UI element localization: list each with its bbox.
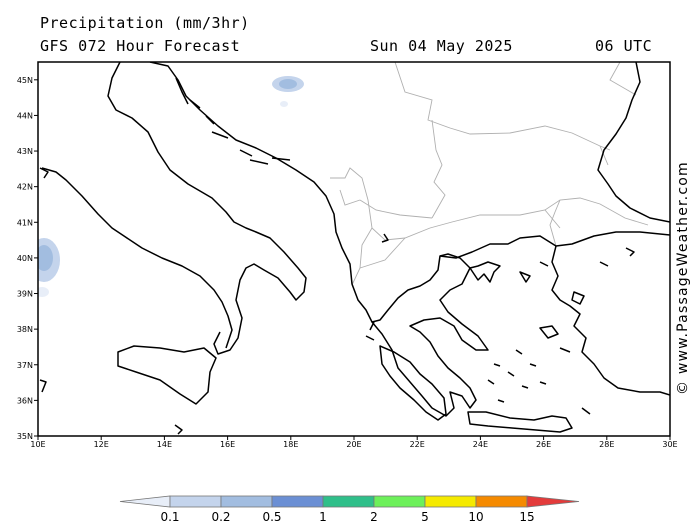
precipitation-legend: 0.1 0.2 0.5 1 2 5 10 15 [119,495,580,524]
x-tick-label: 10E [30,440,45,449]
precip-area-tyrrhenian [38,238,60,297]
legend-swatch [169,495,222,508]
chart-title: Precipitation (mm/3hr) [40,14,250,32]
forecast-time: 06 UTC [595,37,653,55]
x-tick-label: 26E [536,440,551,449]
y-tick-label: 38N [17,325,33,334]
legend-label: 15 [519,510,534,524]
x-tick-label: 12E [94,440,109,449]
legend-swatch [475,495,528,508]
forecast-label: GFS 072 Hour Forecast [40,37,241,55]
y-tick-label: 43N [17,147,33,156]
legend-label: 10 [468,510,483,524]
legend-swatch [220,495,273,508]
x-tick-label: 14E [157,440,172,449]
coastlines [39,62,670,435]
y-tick-label: 41N [17,218,33,227]
legend-low-arrow [119,495,171,508]
y-tick-label: 42N [17,183,33,192]
x-tick-label: 24E [473,440,488,449]
y-tick-label: 36N [17,396,33,405]
y-tick-label: 35N [17,432,33,441]
precip-area-adriatic [272,76,304,107]
legend-swatch [271,495,324,508]
legend-label: 0.2 [211,510,230,524]
x-tick-label: 30E [662,440,677,449]
forecast-date: Sun 04 May 2025 [370,37,513,55]
legend-swatch [373,495,426,508]
legend-label: 5 [421,510,429,524]
legend-label: 2 [370,510,378,524]
legend-label: 0.5 [262,510,281,524]
y-tick-label: 37N [17,361,33,370]
legend-label: 0.1 [160,510,179,524]
legend-label: 1 [319,510,327,524]
x-tick-label: 28E [599,440,614,449]
legend-swatch [322,495,375,508]
x-tick-label: 22E [410,440,425,449]
y-tick-label: 44N [17,111,33,120]
x-tick-label: 20E [346,440,361,449]
y-tick-label: 40N [17,254,33,263]
legend-high-arrow [526,495,580,508]
axis-ticks: 10E 12E 14E 16E 18E 20E 22E 24E 26E 28E 30E 45N 44N 4… [17,76,678,449]
y-tick-label: 45N [17,76,33,85]
x-tick-label: 18E [283,440,298,449]
copyright-text: © www.PassageWeather.com [675,161,691,395]
country-borders [330,62,649,301]
legend-swatch [424,495,477,508]
x-tick-label: 16E [220,440,235,449]
y-tick-label: 39N [17,290,33,299]
